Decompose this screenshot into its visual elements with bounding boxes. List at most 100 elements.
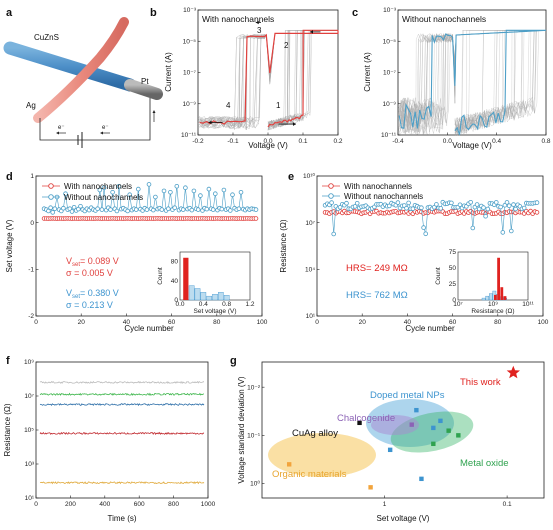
square-marker [431, 425, 436, 431]
data-point [168, 190, 173, 195]
square-marker [368, 485, 373, 490]
resistance-scatter [322, 199, 540, 237]
y-tick-label: 10¹ [306, 313, 316, 320]
data-point [344, 200, 349, 206]
x-tick-label: 0.1 [503, 501, 512, 508]
y-tick-label: 10¹ [25, 495, 35, 502]
histogram-bar-without [212, 294, 218, 301]
arrow-head-icon [255, 20, 259, 25]
resistance-histogram: 10⁷ 10⁹ 10¹¹ 0 25 50 75 [449, 249, 535, 308]
data-point [125, 208, 130, 214]
data-point [498, 204, 503, 210]
data-point [219, 206, 225, 212]
panel-label-b: b [150, 7, 157, 19]
x-tick-label: 0.0 [263, 138, 272, 145]
data-point [534, 210, 540, 215]
data-point [483, 213, 488, 219]
x-tick-label: 40 [123, 319, 131, 326]
data-point [153, 194, 158, 200]
data-point [504, 200, 510, 205]
data-point [46, 208, 51, 214]
region-organic [268, 433, 376, 477]
panel-d: d With nanochannels Without nanochannels… [5, 171, 268, 333]
x-tick-label: 0.4 [492, 138, 501, 145]
data-point [493, 200, 499, 205]
data-point [221, 187, 227, 193]
inset-xlabel-d: Set voltage (V) [194, 308, 237, 315]
inset-xlabel-e: Resistance (Ω) [471, 308, 514, 315]
x-tick-label: 80 [213, 319, 221, 326]
data-point [198, 193, 203, 198]
legend-label-with: With nanochannels [344, 182, 412, 191]
histogram-bar-with [494, 294, 497, 300]
data-point [476, 206, 482, 212]
inset-y-tick-label: 50 [449, 265, 457, 272]
data-point [354, 201, 360, 206]
square-marker [431, 441, 436, 447]
histogram-bar-without [200, 292, 207, 301]
step-label-4: 4 [226, 101, 231, 110]
y-tick-label: 10⁻⁷ [383, 70, 397, 77]
y-tick-label: 10⁻² [247, 384, 261, 391]
data-point [513, 206, 518, 212]
x-tick-label: 200 [65, 501, 76, 508]
inset-x-tick-label: 10¹¹ [522, 301, 534, 308]
data-point [161, 188, 167, 194]
x-tick-label: 20 [359, 319, 367, 326]
x-tick-label: 20 [78, 319, 86, 326]
data-point [474, 202, 480, 207]
inset-y-tick-label: 80 [171, 259, 179, 266]
data-point [63, 191, 68, 197]
step-label-1: 1 [276, 101, 281, 110]
y-tick-label: 10⁰ [250, 480, 260, 488]
inset-x-tick-label: 10⁹ [488, 301, 498, 308]
data-point [69, 209, 75, 214]
panel-f: f 0 200 400 600 800 1000 10¹ 10³ 10⁵ 10⁷ 10⁹ Time … [3, 355, 216, 523]
histogram-bar-with [497, 257, 500, 300]
legend-marker-without [48, 194, 54, 200]
iv-curve-gray [199, 30, 339, 130]
label-electron: e⁻ [58, 125, 65, 131]
histogram-bar-without [206, 295, 212, 301]
data-point [228, 208, 233, 213]
retention-line [39, 402, 205, 407]
panel-e: e With nanochannels Without nanochannels… [279, 171, 549, 333]
label-cuag: CuAg alloy [292, 428, 338, 439]
data-point [116, 184, 122, 189]
iv-curve-gray [198, 30, 339, 130]
x-tick-label: 600 [134, 501, 145, 508]
iv-curve-gray [199, 30, 339, 131]
panel-g: g This work Doped metal NPs Chalcogenide… [230, 355, 545, 523]
iv-curve-gray [398, 30, 547, 134]
iv-curve-gray [199, 30, 339, 129]
data-point [195, 207, 201, 212]
hrs-with: HRS= 249 MΩ [346, 263, 408, 274]
data-point [253, 216, 259, 221]
iv-curve-gray [197, 30, 339, 129]
retention-line [39, 380, 205, 384]
histogram-bar-with [503, 296, 507, 300]
histogram-bar-without [485, 295, 490, 301]
panel-c: c Without nanochannels -0.4 0.0 0.4 0.8 10⁻¹… [352, 7, 551, 150]
x-tick-label: 100 [257, 319, 268, 326]
iv-curve-gray [198, 30, 339, 129]
panel-label-d: d [6, 171, 13, 183]
iv-curve-red [199, 29, 339, 128]
x-tick-label: 1 [383, 501, 387, 508]
y-tick-label: 10⁹ [24, 359, 34, 366]
square-marker [456, 433, 461, 438]
inset-x-tick-label: 0.4 [199, 301, 208, 308]
inset-x-tick-label: 0.8 [222, 301, 231, 308]
data-point [230, 192, 235, 198]
y-tick-label: 10⁻¹ [247, 433, 261, 440]
iv-curve-gray [198, 30, 339, 128]
set-voltage-histogram: 0.0 0.4 0.8 1.2 0 40 80 [171, 257, 255, 308]
panel-label-c: c [352, 7, 358, 19]
y-tick-label: 10⁻¹¹ [381, 132, 397, 139]
data-point [419, 205, 424, 211]
plot-c-title: Without nanochannels [402, 14, 486, 24]
x-tick-label: 100 [538, 319, 549, 326]
y-tick-label: 10³ [25, 461, 35, 468]
label-organic: Organic materials [272, 469, 347, 480]
arrow-head-icon [310, 30, 313, 34]
